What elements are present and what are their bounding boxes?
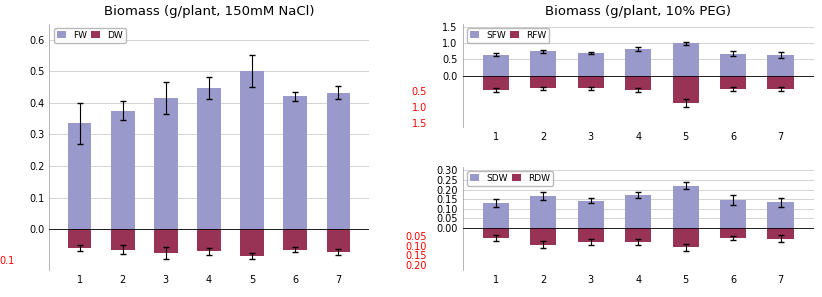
Bar — [768, 55, 793, 75]
Bar — [768, 75, 793, 89]
Text: 0.05: 0.05 — [405, 232, 427, 242]
Text: 1.5: 1.5 — [412, 119, 427, 129]
Bar — [67, 229, 91, 248]
Bar — [672, 186, 699, 228]
Bar — [625, 195, 651, 228]
Bar — [768, 203, 793, 228]
Bar — [530, 228, 556, 245]
Bar — [326, 93, 350, 229]
Text: 0.15: 0.15 — [405, 251, 427, 261]
Bar — [720, 228, 746, 238]
Bar — [720, 75, 746, 89]
Title: Biomass (g/plant, 10% PEG): Biomass (g/plant, 10% PEG) — [545, 5, 731, 18]
Legend: FW, DW: FW, DW — [53, 28, 126, 43]
Bar — [672, 43, 699, 75]
Legend: SFW, RFW: SFW, RFW — [467, 28, 549, 43]
Title: Biomass (g/plant, 150mM NaCl): Biomass (g/plant, 150mM NaCl) — [104, 5, 314, 18]
Bar — [326, 229, 350, 252]
Bar — [768, 228, 793, 239]
Bar — [284, 97, 307, 229]
Bar — [154, 98, 178, 229]
Bar — [111, 229, 135, 250]
Bar — [483, 203, 509, 228]
Bar — [578, 53, 603, 75]
Bar — [240, 229, 264, 256]
Bar — [197, 229, 221, 251]
Bar — [578, 228, 603, 242]
Bar — [578, 200, 603, 228]
Bar — [240, 71, 264, 229]
Bar — [154, 229, 178, 253]
Text: 0.5: 0.5 — [412, 87, 427, 97]
Bar — [720, 200, 746, 228]
Legend: SDW, RDW: SDW, RDW — [467, 171, 553, 186]
Bar — [111, 111, 135, 229]
Bar — [284, 229, 307, 250]
Text: 0.20: 0.20 — [405, 260, 427, 271]
Text: 0.10: 0.10 — [405, 241, 427, 252]
Bar — [483, 228, 509, 238]
Bar — [530, 196, 556, 228]
Bar — [625, 228, 651, 242]
Text: 0.1: 0.1 — [0, 256, 15, 266]
Bar — [483, 75, 509, 90]
Bar — [530, 75, 556, 89]
Bar — [672, 75, 699, 103]
Text: 1.0: 1.0 — [412, 103, 427, 113]
Bar — [720, 53, 746, 75]
Bar — [672, 228, 699, 247]
Bar — [67, 123, 91, 229]
Bar — [578, 75, 603, 89]
Bar — [197, 88, 221, 229]
Bar — [625, 49, 651, 75]
Bar — [483, 55, 509, 75]
Bar — [625, 75, 651, 90]
Bar — [530, 51, 556, 75]
